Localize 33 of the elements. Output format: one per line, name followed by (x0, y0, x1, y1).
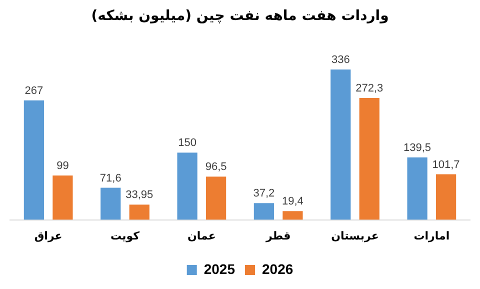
data-label: 272,3 (356, 82, 384, 94)
data-label: 150 (178, 137, 196, 150)
legend-label: 2025 (204, 260, 236, 277)
data-label: 336 (331, 54, 350, 66)
data-label: 71,6 (100, 172, 122, 184)
bar (177, 152, 198, 220)
bar (282, 211, 303, 220)
bar (359, 98, 380, 220)
chart-title: واردات هفت ماهه نفت چین (میلیون بشکه) (91, 8, 389, 24)
data-label: 101,7 (432, 158, 460, 171)
bar (407, 157, 428, 220)
x-tick-label: عراق (34, 229, 62, 242)
bar (254, 203, 274, 220)
data-label: 99 (56, 160, 69, 172)
x-tick-label: کویت (110, 229, 140, 242)
x-tick-label: قطر (264, 229, 291, 242)
bar (436, 174, 456, 220)
data-label: 37,2 (253, 188, 275, 200)
data-label: 33,95 (126, 189, 154, 202)
data-label: 19,4 (282, 196, 304, 208)
legend-label: 2026 (262, 260, 294, 277)
data-label: 267 (24, 84, 44, 97)
x-tick-label: امارات (414, 229, 450, 242)
data-label: 139,5 (404, 142, 432, 154)
data-label: 96,5 (205, 161, 227, 174)
bar (129, 204, 150, 220)
bar (52, 176, 73, 220)
bar (100, 188, 121, 220)
x-tick-label: عربستان (331, 229, 379, 242)
bar (206, 176, 226, 220)
bar (24, 100, 44, 220)
x-tick-label: عمان (187, 229, 216, 242)
bar (330, 69, 351, 220)
